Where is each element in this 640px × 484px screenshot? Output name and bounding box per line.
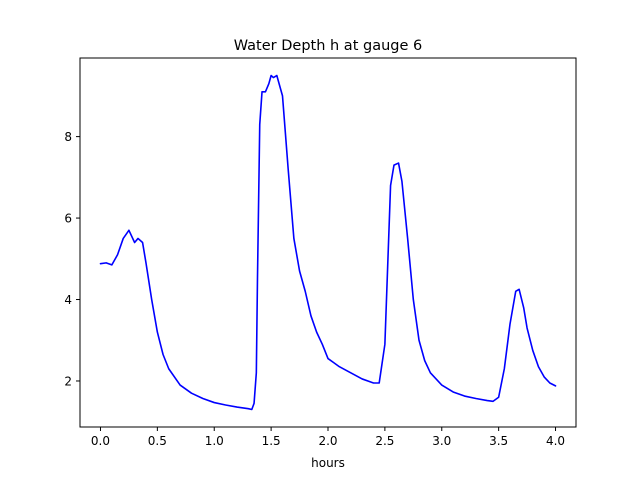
x-tick-label: 3.5 [489, 434, 508, 448]
series-line-0 [99, 74, 557, 411]
y-tick-label: 6 [64, 212, 72, 226]
x-tick-label: 0.5 [148, 434, 167, 448]
plot-area [99, 74, 557, 411]
x-tick-label: 4.0 [546, 434, 565, 448]
x-tick-label: 1.5 [262, 434, 281, 448]
y-tick-label: 4 [64, 293, 72, 307]
y-tick-label: 8 [64, 130, 72, 144]
y-tick-label: 2 [64, 374, 72, 388]
y-axis-ticks: 2 4 6 8 [64, 130, 80, 388]
x-tick-label: 3.0 [432, 434, 451, 448]
chart-title: Water Depth h at gauge 6 [234, 38, 422, 54]
x-tick-label: 2.5 [375, 434, 394, 448]
x-tick-label: 0.0 [91, 434, 110, 448]
axes-frame [79, 57, 577, 428]
x-axis-label: hours [311, 456, 345, 470]
x-tick-label: 1.0 [205, 434, 224, 448]
x-axis-ticks: 0.0 0.5 1.0 1.5 2.0 2.5 3.0 3.5 4.0 [91, 427, 565, 448]
x-tick-label: 2.0 [318, 434, 337, 448]
